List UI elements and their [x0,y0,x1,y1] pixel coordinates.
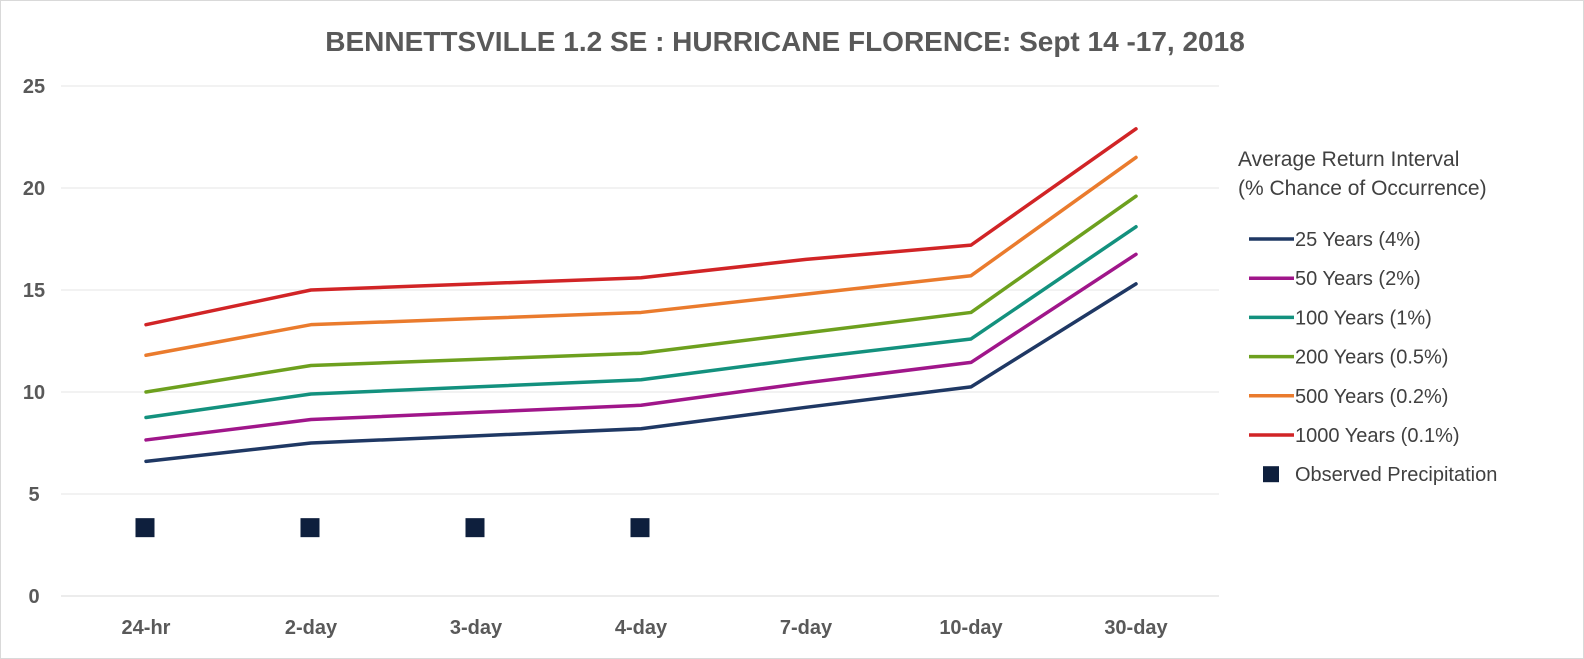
observed-marker [299,517,321,539]
legend-label: 25 Years (4%) [1295,229,1421,251]
y-tick-label: 15 [23,280,45,302]
x-tick-label: 2-day [285,617,338,639]
series-lines [144,127,1138,464]
gridlines [61,85,1219,597]
legend-swatch [1263,466,1279,483]
x-tick-label: 24-hr [122,617,171,639]
legend-label: 50 Years (2%) [1295,268,1421,290]
legend: Average Return Interval (% Chance of Occu… [1238,148,1497,486]
observed-marker [464,517,486,539]
legend-title: Average Return Interval [1238,148,1459,171]
series-line [144,127,1138,327]
y-tick-label: 10 [23,382,45,404]
chart-title: BENNETTSVILLE 1.2 SE : HURRICANE FLORENC… [325,26,1245,57]
series-line [144,282,1138,464]
x-tick-label: 10-day [939,617,1003,639]
y-axis-ticks: 0 5 10 15 20 25 [23,76,45,608]
y-tick-label: 5 [28,484,39,506]
series-line [144,155,1138,358]
legend-label: 200 Years (0.5%) [1295,347,1448,369]
y-tick-label: 25 [23,76,45,98]
y-tick-label: 20 [23,178,45,200]
observed-markers [134,517,651,539]
legend-label: 100 Years (1%) [1295,307,1432,329]
legend-label: Observed Precipitation [1295,464,1497,486]
series-line [144,252,1138,442]
series-line [144,194,1138,394]
y-tick-label: 0 [28,586,39,608]
x-tick-label: 4-day [615,617,668,639]
legend-title: (% Chance of Occurrence) [1238,177,1487,200]
legend-label: 1000 Years (0.1%) [1295,425,1460,447]
legend-label: 500 Years (0.2%) [1295,386,1448,408]
series-line [144,225,1138,420]
x-axis-ticks: 24-hr 2-day 3-day 4-day 7-day 10-day 30-day [122,617,1169,639]
x-tick-label: 30-day [1104,617,1168,639]
x-tick-label: 3-day [450,617,503,639]
observed-marker [629,517,651,539]
x-tick-label: 7-day [780,617,833,639]
observed-marker [134,517,156,539]
